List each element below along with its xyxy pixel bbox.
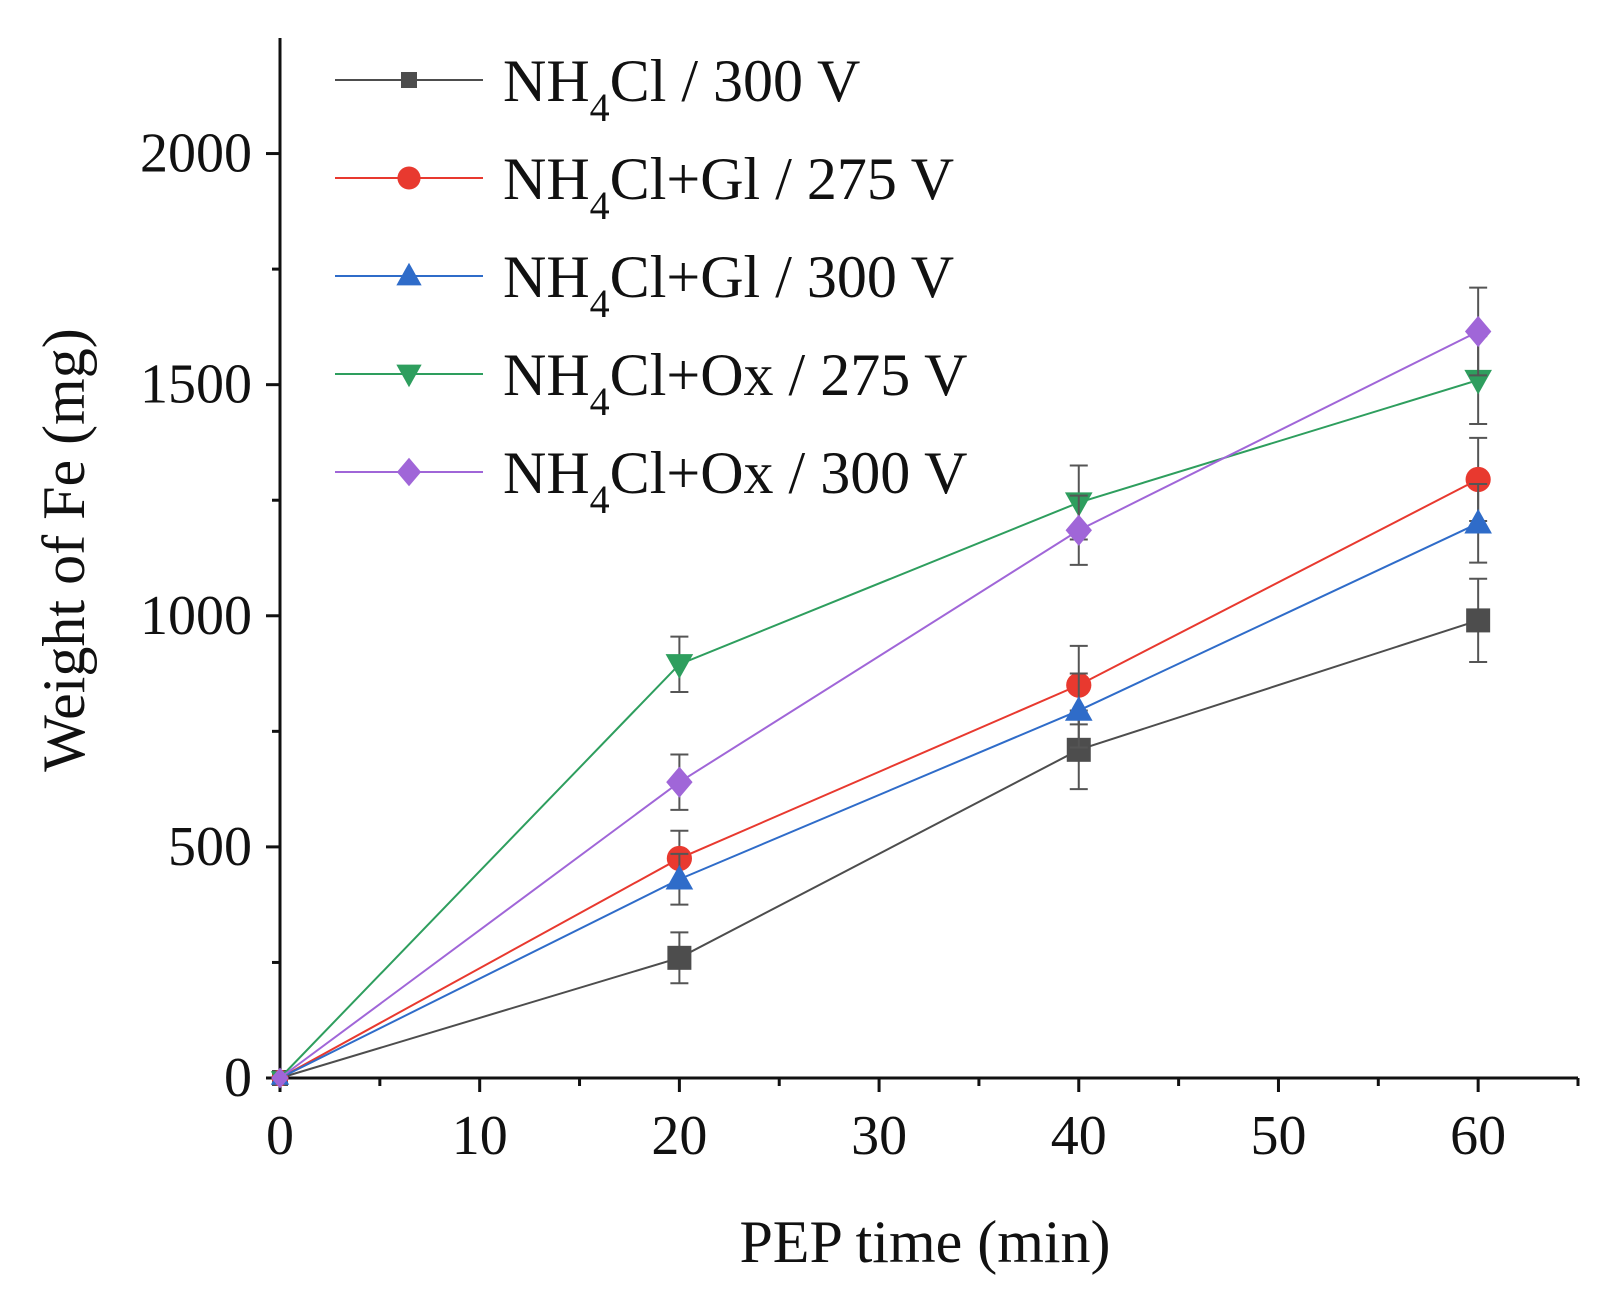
legend-marker xyxy=(401,72,417,88)
series-3 xyxy=(270,483,1492,1085)
data-point xyxy=(1466,608,1491,633)
legend-label: NH4Cl+Gl / 275 V xyxy=(503,146,954,228)
x-ticks: 0 10 20 30 40 50 60 xyxy=(266,1078,1580,1167)
x-tick-label: 50 xyxy=(1250,1105,1306,1167)
x-tick-label: 0 xyxy=(266,1105,294,1167)
y-axis-title: Weight of Fe (mg) xyxy=(31,328,97,771)
legend-label: NH4Cl+Ox / 300 V xyxy=(503,440,967,522)
legend-label: NH4Cl+Gl / 300 V xyxy=(503,244,954,326)
series-5 xyxy=(271,286,1492,1089)
legend-item: NH4Cl+Gl / 300 V xyxy=(335,244,954,326)
x-tick-label: 10 xyxy=(452,1105,508,1167)
y-tick-label: 2000 xyxy=(140,123,252,185)
data-point xyxy=(1464,315,1492,348)
legend-marker xyxy=(397,166,421,190)
legend-item: NH4Cl+Gl / 275 V xyxy=(335,146,954,228)
data-point xyxy=(1465,466,1491,493)
data-point xyxy=(667,945,692,970)
x-tick-label: 30 xyxy=(851,1105,907,1167)
series-line xyxy=(279,478,1479,1079)
data-point xyxy=(1065,514,1092,546)
x-axis-title: PEP time (min) xyxy=(739,1209,1110,1275)
y-ticks: 0 500 1000 1500 2000 xyxy=(140,123,280,1109)
series-layer xyxy=(270,286,1492,1089)
legend-item: NH4Cl+Ox / 275 V xyxy=(335,342,967,424)
data-point xyxy=(1064,696,1093,721)
legend-label: NH4Cl / 300 V xyxy=(503,48,860,130)
legend-item: NH4Cl / 300 V xyxy=(335,48,860,130)
data-point xyxy=(1464,508,1492,534)
legend-marker xyxy=(396,364,422,388)
legend-marker xyxy=(396,457,422,487)
legend-marker xyxy=(396,262,422,286)
legend-item: NH4Cl+Ox / 300 V xyxy=(335,440,967,522)
x-tick-label: 60 xyxy=(1450,1105,1506,1167)
series-line xyxy=(279,619,1479,1079)
x-tick-label: 20 xyxy=(651,1105,707,1167)
data-point xyxy=(271,1067,289,1089)
y-tick-label: 0 xyxy=(224,1047,252,1109)
data-point xyxy=(665,864,694,890)
series-line xyxy=(279,379,1479,1079)
legend: NH4Cl / 300 V NH4Cl+Gl / 275 V NH4Cl+Gl / … xyxy=(335,48,967,522)
series-2 xyxy=(271,436,1491,1087)
series-line xyxy=(279,330,1479,1079)
data-point xyxy=(665,654,694,679)
y-tick-label: 1000 xyxy=(140,585,252,647)
x-tick-label: 40 xyxy=(1051,1105,1107,1167)
y-tick-label: 1500 xyxy=(140,354,252,416)
series-line xyxy=(279,522,1479,1079)
axes xyxy=(278,38,1578,1080)
legend-label: NH4Cl+Ox / 275 V xyxy=(503,342,967,424)
data-point xyxy=(666,766,693,798)
y-tick-label: 500 xyxy=(168,816,252,878)
